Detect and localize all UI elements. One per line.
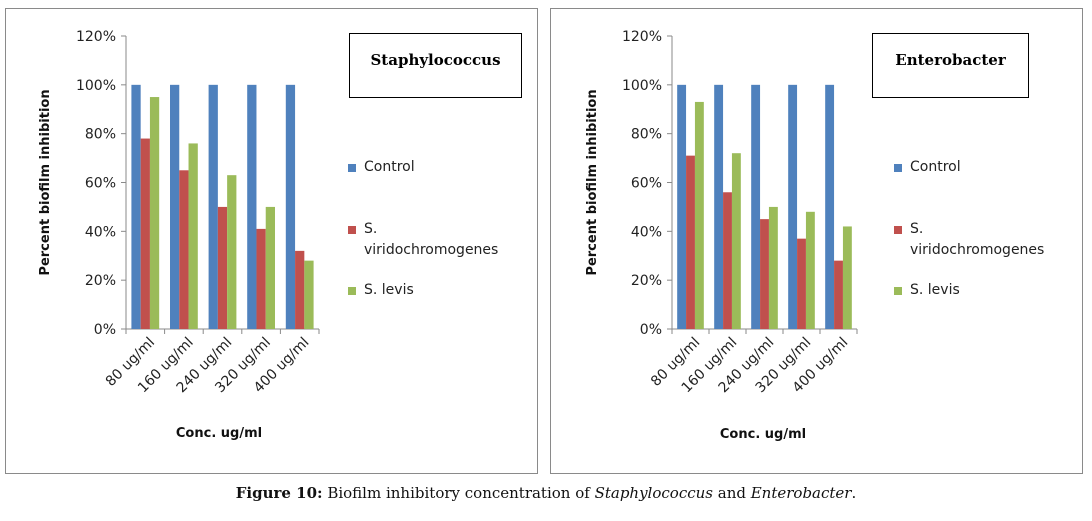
y-tick-label: 40% <box>631 224 662 240</box>
bar-control-400-ug-ml <box>825 84 835 329</box>
caption-italic-enterobacter: Enterobacter <box>750 484 852 502</box>
bar-s-levis-240-ug-ml <box>768 206 778 329</box>
y-axis-label: Percent biofilm inhibition <box>38 89 53 275</box>
bar-s-viridochromogenes-320-ug-ml <box>797 238 806 329</box>
legend-swatch <box>894 287 902 295</box>
bar-control-80-ug-ml <box>677 84 687 329</box>
legend-swatch <box>348 287 356 295</box>
bar-s-levis-80-ug-ml <box>694 101 704 329</box>
figure-caption: Figure 10: Biofilm inhibitory concentrat… <box>0 484 1092 502</box>
bar-control-400-ug-ml <box>285 84 296 329</box>
bar-s-viridochromogenes-320-ug-ml <box>256 228 266 329</box>
bar-s-viridochromogenes-240-ug-ml <box>760 219 769 329</box>
y-tick-label: 60% <box>631 176 662 192</box>
legend-label: S. viridochromogenes <box>364 221 499 258</box>
bar-s-levis-320-ug-ml <box>805 211 815 329</box>
bar-s-levis-160-ug-ml <box>188 143 198 329</box>
y-tick-label: 100% <box>76 78 116 94</box>
bar-control-320-ug-ml <box>788 84 798 329</box>
x-axis-label: Conc. ug/ml <box>720 427 806 442</box>
chart-panel-staphylococcus: 0% 20% 40% 60% 80% 100% 120% 80 ug/ml 160 ug/ml 2… <box>5 8 538 474</box>
bar-s-viridochromogenes-160-ug-ml <box>179 170 189 329</box>
bar-s-levis-80-ug-ml <box>149 97 160 330</box>
y-tick-label: 120% <box>76 29 116 45</box>
y-tick-label: 60% <box>85 176 116 192</box>
legend-label: Control <box>910 159 961 175</box>
y-tick-label: 0% <box>94 322 116 338</box>
caption-label: Figure 10: <box>235 484 323 502</box>
y-tick-label: 100% <box>622 78 662 94</box>
y-tick-label: 80% <box>631 127 662 143</box>
y-tick-label: 120% <box>622 29 662 45</box>
legend-label: S. viridochromogenes <box>910 221 1045 258</box>
caption-text-mid: and <box>712 484 751 502</box>
legend-label: S. levis <box>910 282 960 298</box>
chart-panel-enterobacter: 0% 20% 40% 60% 80% 100% 120% 80 ug/ml 160 ug/ml 2… <box>550 8 1083 474</box>
caption-text-after: . <box>851 484 857 502</box>
legend-swatch <box>894 226 902 234</box>
bar-s-viridochromogenes-240-ug-ml <box>217 206 228 329</box>
caption-text-before: Biofilm inhibitory concentration of <box>322 484 595 502</box>
bar-control-240-ug-ml <box>208 84 218 329</box>
y-tick-label: 20% <box>631 273 662 289</box>
y-tick-label: 40% <box>85 224 116 240</box>
bar-s-levis-400-ug-ml <box>842 226 852 329</box>
caption-italic-staphylococcus: Staphylococcus <box>594 484 713 502</box>
bar-s-viridochromogenes-80-ug-ml <box>686 155 695 329</box>
legend-swatch <box>348 226 356 234</box>
legend-label: Control <box>364 159 415 175</box>
bar-control-80-ug-ml <box>131 84 141 329</box>
y-tick-label: 80% <box>85 127 116 143</box>
bar-control-320-ug-ml <box>247 84 257 329</box>
y-tick-label: 20% <box>85 273 116 289</box>
bar-s-viridochromogenes-80-ug-ml <box>140 138 150 329</box>
chart-title: Enterobacter <box>872 33 1029 98</box>
legend-swatch <box>348 164 356 172</box>
bar-s-viridochromogenes-400-ug-ml <box>834 260 843 329</box>
bar-s-levis-160-ug-ml <box>731 153 741 329</box>
bar-s-levis-240-ug-ml <box>227 175 237 329</box>
bar-s-viridochromogenes-160-ug-ml <box>723 192 732 329</box>
bar-s-levis-400-ug-ml <box>304 260 314 329</box>
bar-control-160-ug-ml <box>170 84 180 329</box>
y-axis-label: Percent biofilm inhibition <box>585 89 600 275</box>
chart-title: Staphylococcus <box>349 33 522 98</box>
legend-swatch <box>894 164 902 172</box>
bar-s-levis-320-ug-ml <box>265 206 275 329</box>
bar-control-240-ug-ml <box>751 84 761 329</box>
x-axis-label: Conc. ug/ml <box>176 426 262 441</box>
legend-label: S. levis <box>364 282 414 298</box>
bar-s-viridochromogenes-400-ug-ml <box>295 250 305 329</box>
bar-control-160-ug-ml <box>714 84 724 329</box>
y-tick-label: 0% <box>640 322 662 338</box>
